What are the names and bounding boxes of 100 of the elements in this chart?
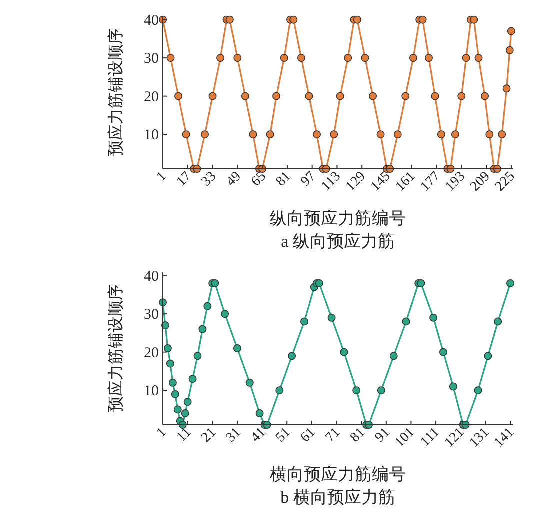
point [402, 318, 410, 326]
point [507, 27, 516, 36]
point [418, 16, 427, 24]
x-tick-label: 121 [442, 425, 468, 451]
x-tick-label: 11 [174, 425, 195, 446]
point [340, 348, 348, 356]
x-tick-label: 51 [273, 425, 294, 446]
y-axis-title: 预应力筋铺设顺序 [107, 28, 125, 156]
point [369, 92, 377, 100]
point [208, 92, 217, 100]
point [458, 92, 466, 100]
point [166, 360, 174, 368]
point [184, 398, 192, 406]
point [174, 406, 182, 414]
point [394, 130, 402, 139]
point [221, 310, 230, 318]
point [474, 386, 482, 395]
point [288, 352, 296, 360]
x-tick-label: 1 [154, 169, 170, 185]
point [437, 130, 446, 139]
x-tick-label: 193 [443, 169, 468, 195]
point [188, 375, 197, 384]
point [353, 16, 362, 24]
point [300, 318, 308, 326]
point [315, 279, 324, 288]
point [194, 352, 202, 360]
x-tick-label: 141 [492, 425, 518, 451]
y-tick-label: 20 [144, 345, 159, 362]
point [486, 130, 494, 139]
point [297, 54, 306, 62]
y-tick-label: 40 [144, 268, 159, 285]
point [330, 130, 338, 139]
point [344, 54, 352, 62]
point [198, 325, 207, 334]
x-tick-label: 41 [248, 425, 270, 446]
x-tick-label: 33 [199, 169, 220, 190]
point [470, 16, 478, 24]
point [361, 54, 370, 62]
point [502, 84, 511, 93]
point [498, 130, 506, 139]
x-tick-label: 177 [418, 169, 444, 195]
point [425, 54, 433, 62]
point [313, 130, 321, 139]
x-tick-label: 65 [248, 169, 270, 190]
point [226, 16, 234, 24]
x-tick-label: 81 [348, 425, 368, 446]
point [246, 378, 254, 387]
y-tick-label: 10 [144, 128, 159, 144]
x-axis-title: 横向预应力筋编号 [270, 465, 406, 484]
point [481, 92, 489, 100]
x-tick-label: 21 [198, 425, 220, 446]
point [449, 382, 458, 391]
point [164, 344, 172, 352]
x-tick-label: 17 [174, 169, 195, 190]
x-tick-label: 161 [393, 169, 419, 195]
point [506, 46, 514, 54]
x-tick-label: 101 [392, 425, 418, 451]
point [233, 344, 242, 352]
x-tick-label: 225 [492, 169, 518, 195]
point [266, 130, 274, 139]
x-tick-label: 91 [372, 425, 394, 446]
point [409, 54, 418, 62]
point [171, 390, 180, 398]
x-tick-label: 145 [368, 169, 394, 195]
point [272, 92, 281, 100]
point [474, 54, 483, 62]
point [204, 302, 212, 310]
x-tick-label: 1 [154, 425, 170, 441]
text: a 纵向预应力筋 [281, 232, 395, 251]
point [290, 16, 298, 24]
point [506, 279, 515, 288]
y-tick-label: 30 [144, 307, 159, 324]
point [211, 279, 220, 288]
point [402, 92, 410, 100]
x-tick-label: 49 [224, 169, 244, 190]
point [430, 314, 438, 322]
point [241, 92, 250, 100]
point [336, 92, 344, 100]
y-axis-title: 预应力筋铺设顺序 [107, 284, 125, 412]
text: b 横向预应力筋 [280, 488, 396, 507]
x-tick-label: 71 [323, 425, 344, 446]
point [234, 54, 242, 62]
x-tick-label: 61 [298, 425, 319, 446]
point [376, 130, 385, 139]
point [201, 130, 209, 139]
point [276, 386, 284, 395]
point [168, 378, 177, 387]
y-tick-label: 30 [144, 51, 159, 68]
x-tick-label: 31 [224, 425, 244, 446]
point [181, 410, 190, 418]
point [431, 92, 440, 100]
point [390, 352, 398, 360]
point [462, 54, 470, 62]
point [166, 54, 175, 62]
x-axis-title: 纵向预应力筋编号 [270, 209, 406, 228]
point [328, 314, 336, 322]
point [484, 352, 492, 360]
y-tick-label: 40 [144, 12, 159, 29]
point [182, 130, 190, 139]
point [352, 386, 361, 395]
